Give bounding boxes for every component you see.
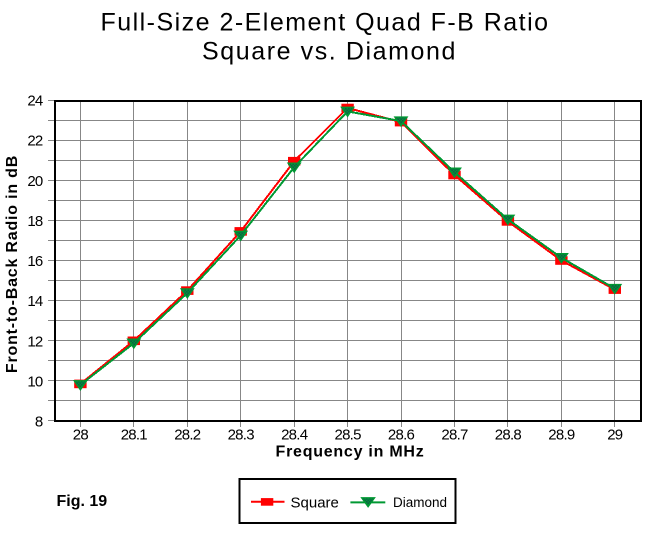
svg-text:28.8: 28.8: [495, 427, 522, 444]
svg-text:28.2: 28.2: [174, 427, 201, 444]
svg-text:Frequency in MHz: Frequency in MHz: [276, 443, 425, 460]
svg-text:12: 12: [27, 333, 43, 350]
svg-text:Square vs. Diamond: Square vs. Diamond: [202, 38, 457, 66]
svg-text:22: 22: [27, 133, 43, 150]
svg-text:8: 8: [35, 414, 43, 431]
svg-text:28: 28: [73, 427, 89, 444]
svg-text:14: 14: [27, 293, 43, 310]
svg-text:Square: Square: [291, 495, 339, 512]
svg-text:29: 29: [607, 427, 623, 444]
svg-text:Fig. 19: Fig. 19: [57, 493, 108, 510]
svg-text:Full-Size 2-Element Quad F-B R: Full-Size 2-Element Quad F-B Ratio: [100, 9, 549, 37]
svg-text:28.4: 28.4: [281, 427, 308, 444]
svg-text:28.7: 28.7: [441, 427, 468, 444]
svg-text:Diamond: Diamond: [393, 495, 447, 510]
svg-text:24: 24: [27, 93, 43, 110]
svg-text:28.3: 28.3: [228, 427, 255, 444]
svg-text:16: 16: [27, 253, 43, 270]
svg-text:28.5: 28.5: [334, 427, 361, 444]
svg-text:20: 20: [27, 173, 43, 190]
svg-text:Front-to-Back Radio in dB: Front-to-Back Radio in dB: [4, 155, 21, 373]
svg-text:28.9: 28.9: [548, 427, 575, 444]
svg-text:18: 18: [27, 213, 43, 230]
svg-text:28.6: 28.6: [388, 427, 415, 444]
svg-text:10: 10: [27, 373, 43, 390]
svg-text:28.1: 28.1: [121, 427, 148, 444]
